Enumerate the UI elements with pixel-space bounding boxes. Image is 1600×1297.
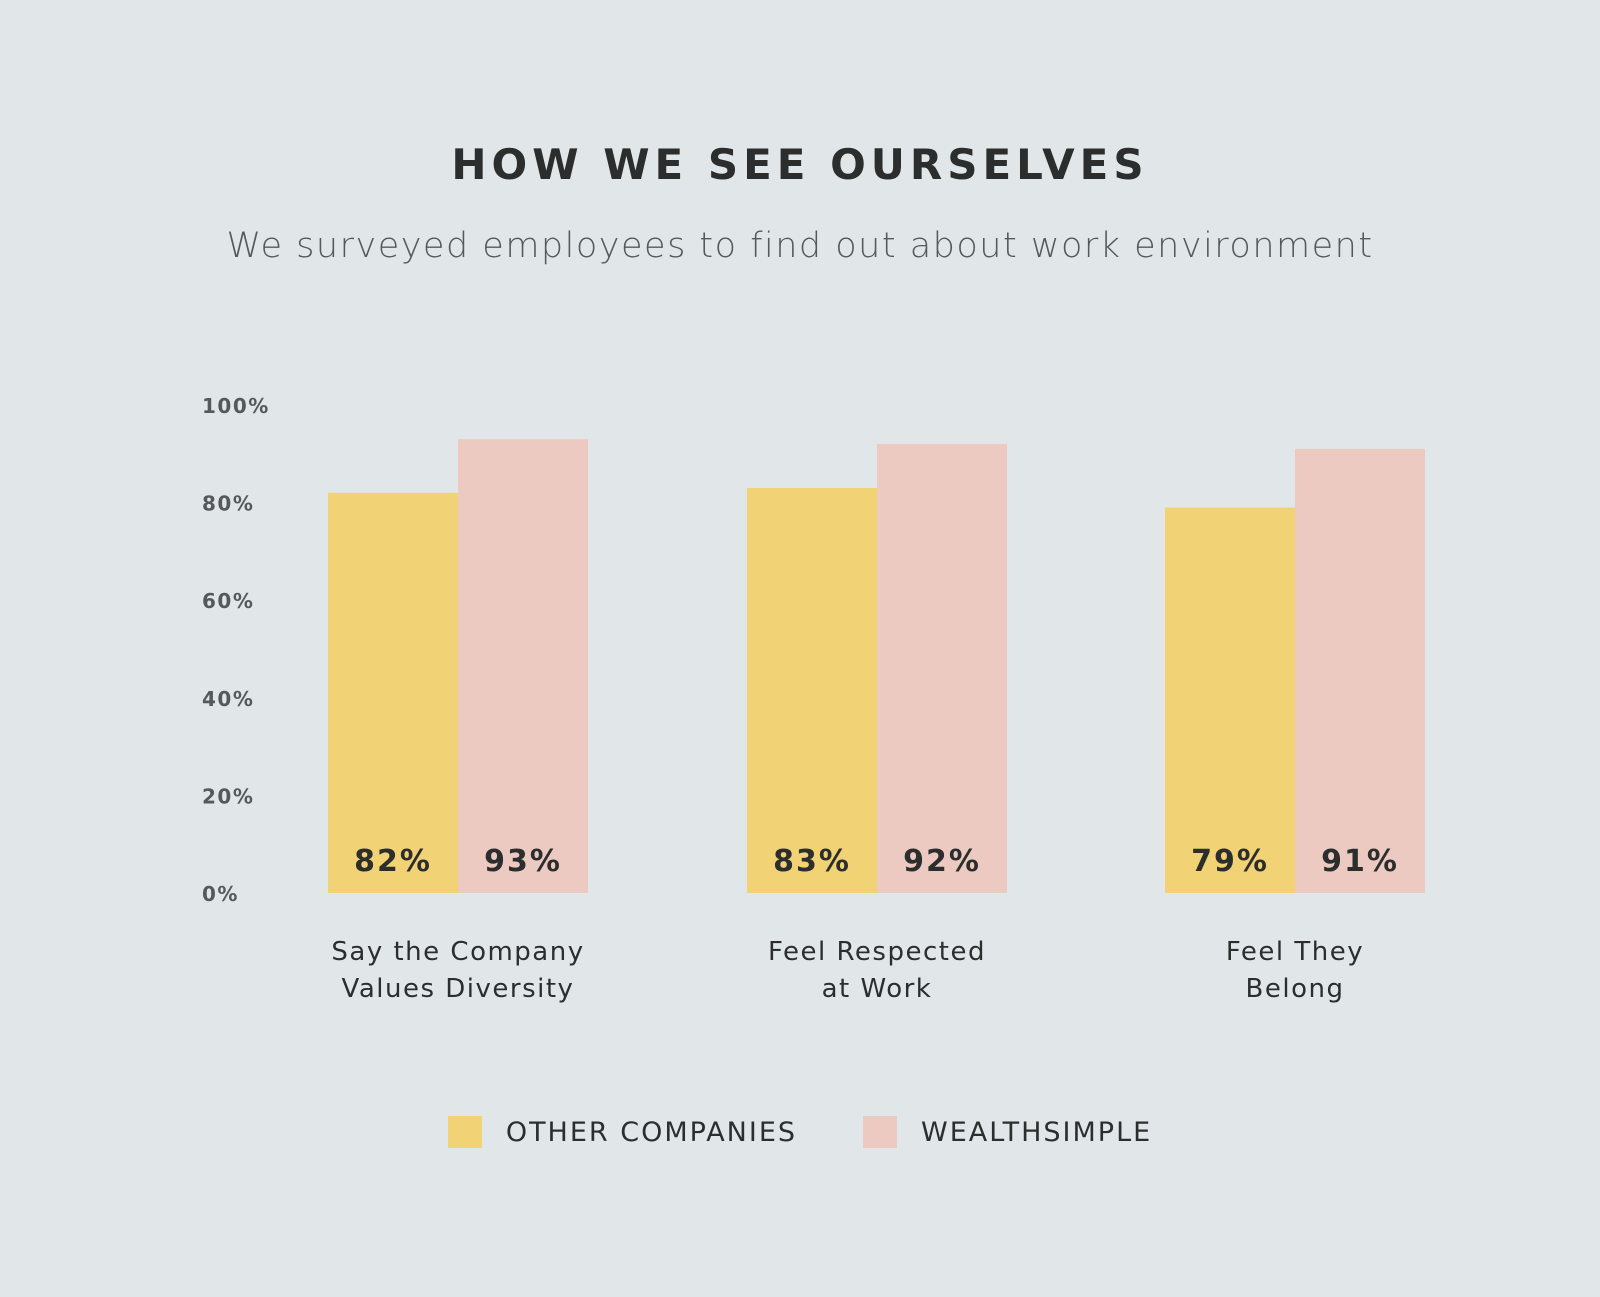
y-tick-label: 60%	[202, 589, 254, 613]
bar-wealthsimple	[1295, 448, 1425, 893]
y-tick-label: 80%	[202, 492, 254, 516]
bar-value-label: 82%	[354, 844, 432, 879]
category-label: Values Diversity	[342, 974, 575, 1004]
bar-other-companies	[747, 487, 877, 893]
legend: OTHER COMPANIES WEALTHSIMPLE	[0, 1116, 1600, 1148]
bar-value-label: 92%	[903, 844, 981, 879]
bar-other-companies	[1165, 507, 1295, 893]
chart-subtitle: We surveyed employees to find out about …	[226, 226, 1374, 266]
bar-value-label: 93%	[484, 844, 562, 879]
bar-value-label: 79%	[1191, 844, 1269, 879]
legend-label-other-companies: OTHER COMPANIES	[505, 1116, 798, 1148]
category-label: at Work	[822, 974, 933, 1004]
chart-title: HOW WE SEE OURSELVES	[451, 140, 1149, 189]
bar-value-label: 83%	[773, 844, 851, 879]
y-tick-label: 40%	[202, 687, 254, 711]
legend-item-other-companies: OTHER COMPANIES	[447, 1116, 798, 1148]
category-label: Belong	[1246, 974, 1345, 1004]
bar-value-label: 91%	[1321, 844, 1399, 879]
bar-wealthsimple	[458, 439, 588, 893]
category-label: Say the Company	[331, 937, 584, 967]
category-label: Feel They	[1226, 937, 1364, 967]
legend-swatch-wealthsimple	[863, 1116, 898, 1148]
y-tick-label: 0%	[202, 882, 239, 906]
y-tick-label: 20%	[202, 784, 254, 808]
y-tick-label: 100%	[202, 394, 270, 418]
category-label: Feel Respected	[768, 937, 986, 967]
legend-item-wealthsimple: WEALTHSIMPLE	[863, 1116, 1152, 1148]
legend-swatch-other-companies	[447, 1116, 482, 1148]
bar-other-companies	[328, 492, 458, 893]
bar-wealthsimple	[877, 444, 1007, 893]
legend-label-wealthsimple: WEALTHSIMPLE	[921, 1116, 1153, 1148]
